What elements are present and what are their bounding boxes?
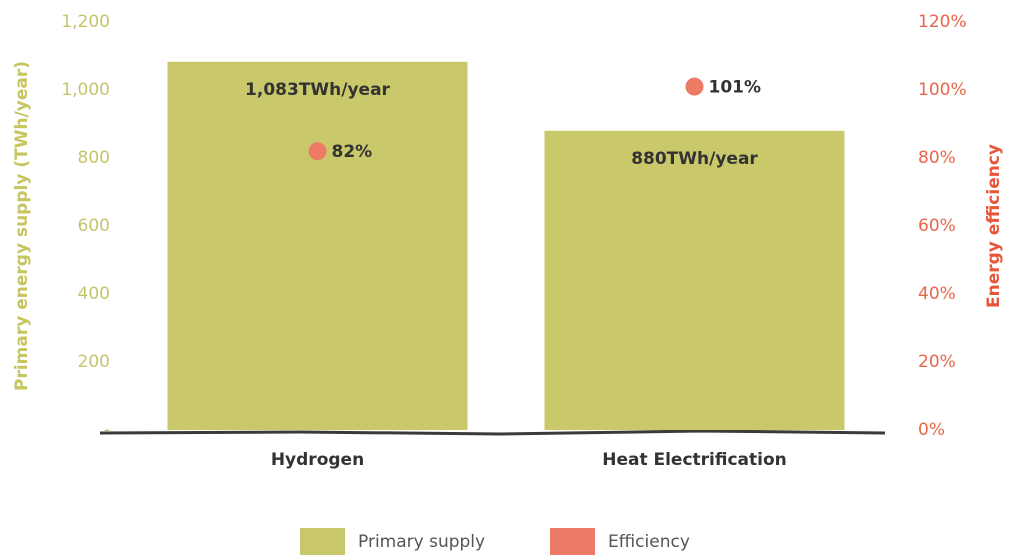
y2-tick-label: 0% [918,420,945,440]
legend-swatch [300,528,345,555]
y2-tick-label: 80% [918,148,956,168]
bar-value-label: 1,083TWh/year [245,80,391,100]
legend-swatch [550,528,595,555]
dot-value-label: 101% [709,78,762,98]
baseline [99,429,886,436]
y2-tick-label: 40% [918,284,956,304]
y-tick-label: 1,000 [61,80,110,100]
legend-label: Primary supply [358,532,485,552]
bar [167,61,468,430]
dot-value-label: 82% [332,142,373,162]
efficiency-dot [308,142,327,161]
y2-tick-label: 120% [918,12,967,32]
bar [544,130,845,431]
y2-tick-label: 20% [918,352,956,372]
y2-tick-label: 60% [918,216,956,236]
y2-tick-label: 100% [918,80,967,100]
bar-value-label: 880TWh/year [631,149,758,169]
y-tick-label: 200 [78,352,110,372]
y-tick-label: 1,200 [61,12,110,32]
x-tick-label: Hydrogen [271,450,364,470]
x-tick-label: Heat Electrification [602,450,787,470]
y-tick-label: 600 [78,216,110,236]
y-tick-label: - [104,420,110,440]
y-axis-title: Primary energy supply (TWh/year) [12,61,32,391]
y-tick-label: 800 [78,148,110,168]
efficiency-dot [685,77,704,96]
y2-axis-title: Energy efficiency [984,144,1004,308]
y-tick-label: 400 [78,284,110,304]
legend-label: Efficiency [608,532,690,552]
